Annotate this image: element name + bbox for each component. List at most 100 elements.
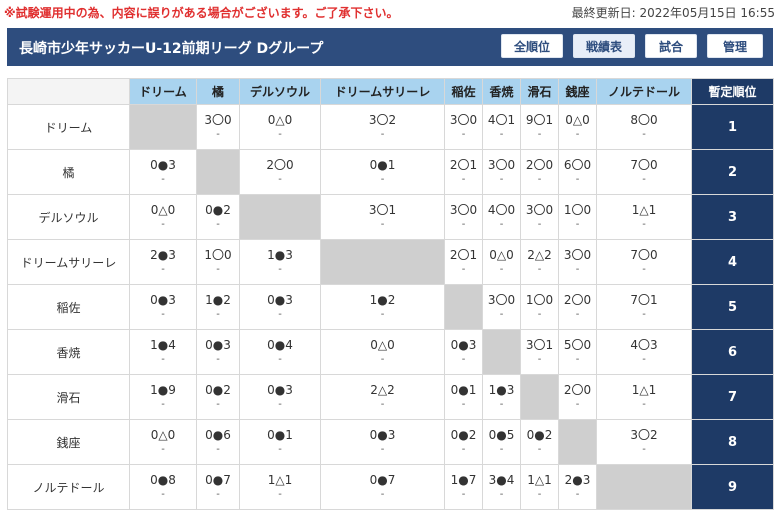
match-detail: -: [216, 399, 220, 410]
match-detail: -: [575, 489, 580, 500]
result-cell: 2〇0 -: [558, 374, 597, 420]
match-score: 1●2: [205, 293, 231, 307]
match-score: 0●3: [150, 158, 176, 172]
team-name: ドリーム: [7, 104, 130, 150]
match-detail: -: [380, 174, 385, 185]
match-detail: -: [642, 174, 646, 185]
match-score: 1〇0: [525, 293, 554, 307]
league-header: 長崎市少年サッカーU-12前期リーグ Dグループ 全順位 戦績表 試合 管理: [7, 28, 773, 66]
match-score: 8〇0: [630, 113, 658, 127]
result-cell: 0●4 -: [239, 329, 321, 375]
match-detail: -: [161, 354, 165, 365]
match-detail: -: [575, 174, 580, 185]
match-detail: -: [161, 444, 165, 455]
match-detail: -: [216, 489, 220, 500]
team-name: 香焼: [7, 329, 130, 375]
results-table-button[interactable]: 戦績表: [573, 34, 635, 58]
result-cell: 0●7 -: [196, 464, 240, 510]
match-detail: -: [575, 129, 580, 140]
self-match-cell: [444, 284, 483, 330]
result-cell: 1〇0 -: [196, 239, 240, 285]
match-score: 1●4: [150, 338, 176, 352]
result-cell: 0●2 -: [196, 194, 240, 240]
match-score: 0●2: [205, 383, 231, 397]
match-score: 0△0: [565, 113, 590, 127]
match-detail: -: [642, 309, 646, 320]
match-detail: -: [537, 174, 542, 185]
column-header: 橘: [196, 78, 240, 105]
self-match-cell: [482, 329, 521, 375]
table-row: 稲佐 0●3 - 1●2 - 0●3 - 1●2 - 3〇0 - 1〇0 - 2〇0 - 7〇1 - 5: [7, 284, 774, 330]
result-cell: 0△0 -: [129, 419, 197, 465]
result-cell: 3〇2 -: [596, 419, 692, 465]
notice-bar: ※試験運用中の為、内容に誤りがある場合がございます。ご了承下さい。 最終更新日:…: [0, 0, 781, 24]
result-cell: 7〇1 -: [596, 284, 692, 330]
rank-column-header: 暫定順位: [691, 78, 774, 105]
result-cell: 3〇0 -: [482, 284, 521, 330]
match-detail: -: [537, 309, 542, 320]
match-score: 0△0: [370, 338, 395, 352]
match-detail: -: [161, 309, 165, 320]
result-cell: 2〇0 -: [239, 149, 321, 195]
result-cell: 0△0 -: [129, 194, 197, 240]
result-cell: 3〇0 -: [520, 194, 559, 240]
result-cell: 4〇3 -: [596, 329, 692, 375]
match-score: 0●1: [267, 428, 293, 442]
provisional-rank: 5: [691, 284, 774, 330]
match-detail: -: [216, 444, 220, 455]
result-cell: 0●1 -: [239, 419, 321, 465]
match-score: 3〇0: [487, 293, 516, 307]
result-cell: 0●5 -: [482, 419, 521, 465]
matches-button[interactable]: 試合: [645, 34, 697, 58]
match-detail: -: [575, 309, 580, 320]
overall-ranking-button[interactable]: 全順位: [501, 34, 563, 58]
match-score: 0●3: [205, 338, 231, 352]
result-cell: 2△2 -: [520, 239, 559, 285]
result-cell: 0●3 -: [196, 329, 240, 375]
table-row: ドリームサリーレ 2●3 - 1〇0 - 1●3 - 2〇1 - 0△0 - 2△2 - 3〇0 - 7〇0 -…: [7, 239, 774, 285]
provisional-rank: 2: [691, 149, 774, 195]
match-detail: -: [642, 354, 646, 365]
match-detail: -: [499, 264, 504, 275]
match-detail: -: [380, 129, 385, 140]
match-score: 2〇1: [449, 158, 478, 172]
match-score: 0△0: [489, 248, 514, 262]
match-score: 3〇0: [449, 203, 478, 217]
column-header: ドリームサリーレ: [320, 78, 445, 105]
result-cell: 3●4 -: [482, 464, 521, 510]
admin-button[interactable]: 管理: [707, 34, 763, 58]
match-score: 0●5: [488, 428, 515, 442]
column-header: 香焼: [482, 78, 521, 105]
match-score: 3〇0: [487, 158, 516, 172]
match-detail: -: [161, 399, 165, 410]
result-cell: 3〇0 -: [444, 104, 483, 150]
match-detail: -: [461, 354, 466, 365]
match-score: 2〇1: [449, 248, 478, 262]
match-score: 3〇2: [368, 113, 397, 127]
match-score: 1●2: [369, 293, 396, 307]
match-score: 0●8: [150, 473, 176, 487]
result-cell: 2〇0 -: [520, 149, 559, 195]
match-detail: -: [642, 219, 646, 230]
match-score: 7〇1: [630, 293, 658, 307]
result-cell: 3〇0 -: [482, 149, 521, 195]
match-detail: -: [161, 489, 165, 500]
result-cell: 1●2 -: [320, 284, 445, 330]
table-row: ドリーム 3〇0 - 0△0 - 3〇2 - 3〇0 - 4〇1 - 9〇1 - 0△0 - 8〇0 - 1: [7, 104, 774, 150]
table-row: ノルテドール 0●8 - 0●7 - 1△1 - 0●7 - 1●7 - 3●4 - 1△1 - 2●3 - 9: [7, 464, 774, 510]
match-detail: -: [499, 309, 504, 320]
table-row: デルソウル 0△0 - 0●2 - 3〇1 - 3〇0 - 4〇0 - 3〇0 - 1〇0 - 1△1 - 3: [7, 194, 774, 240]
match-detail: -: [537, 219, 542, 230]
match-score: 2△2: [527, 248, 552, 262]
match-score: 9〇1: [525, 113, 554, 127]
match-detail: -: [499, 174, 504, 185]
result-cell: 0△0 -: [482, 239, 521, 285]
match-detail: -: [461, 264, 466, 275]
match-detail: -: [278, 489, 282, 500]
table-row: 銭座 0△0 - 0●6 - 0●1 - 0●3 - 0●2 - 0●5 - 0●2 - 3〇2 - 8: [7, 419, 774, 465]
match-score: 1△1: [631, 383, 657, 397]
result-cell: 4〇0 -: [482, 194, 521, 240]
column-header: ドリーム: [129, 78, 197, 105]
result-cell: 0●3 -: [320, 419, 445, 465]
team-name: ドリームサリーレ: [7, 239, 130, 285]
